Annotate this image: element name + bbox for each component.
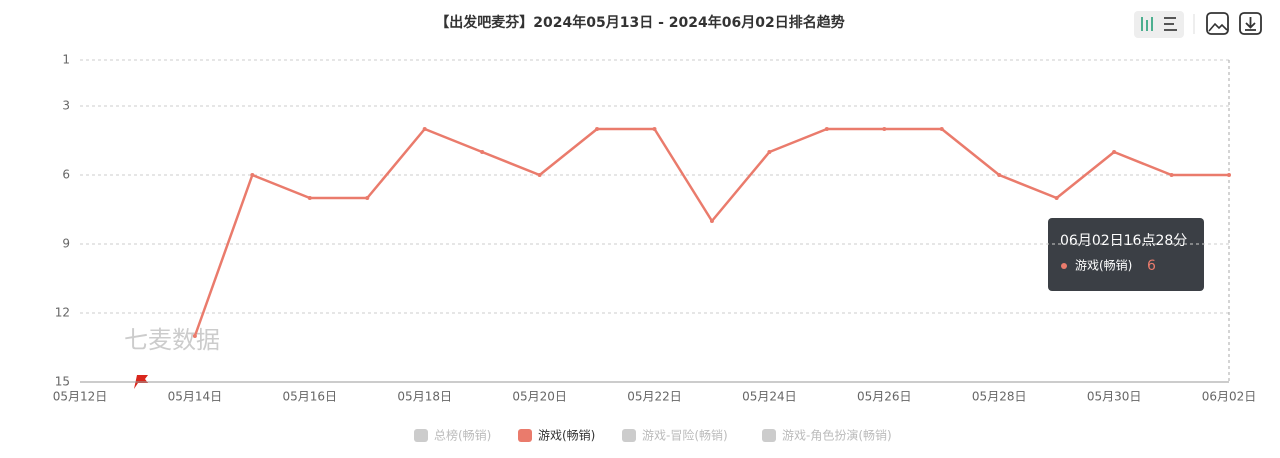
tooltip-series: 游戏(畅销) [1075,259,1132,273]
data-point [250,173,255,177]
image-icon[interactable] [1206,12,1229,35]
download-icon-detail [1245,17,1256,31]
data-point [365,196,370,200]
data-point [1169,173,1174,177]
x-tick-label: 05月28日 [972,390,1027,404]
image-icon-detail [1208,22,1228,32]
x-tick-label: 05月26日 [857,390,912,404]
toolbar[interactable] [1134,11,1262,38]
data-point [1227,173,1231,177]
chart-title: 【出发吧麦芬】2024年05月13日 - 2024年06月02日排名趋势 [435,14,844,31]
data-point [480,150,485,154]
legend-swatch[interactable] [414,429,428,442]
data-point [652,127,657,131]
tooltip-box [1048,218,1204,291]
y-tick-label: 12 [55,306,70,320]
y-tick-label: 3 [62,99,70,113]
data-point [824,127,829,131]
x-tick-label: 05月14日 [168,390,223,404]
x-tick-label: 05月12日 [53,390,108,404]
data-point [192,334,197,338]
bar-icon[interactable] [1141,17,1153,31]
list-icon[interactable] [1164,17,1177,31]
legend-label[interactable]: 游戏(畅销) [538,429,595,443]
x-tick-label: 05月18日 [397,390,452,404]
data-point [422,127,427,131]
data-point [595,127,600,131]
legend-label[interactable]: 总榜(畅销) [434,428,491,443]
data-point [997,173,1002,177]
tooltip-dot [1061,263,1067,269]
y-tick-label: 15 [55,375,70,389]
x-tick-label: 06月02日 [1202,390,1257,404]
data-point [939,127,944,131]
x-tick-label: 05月20日 [512,390,567,404]
tooltip-title: 06月02日16点28分 [1060,233,1187,249]
data-point [307,196,312,200]
y-tick-label: 9 [62,237,70,251]
y-tick-label: 1 [62,53,70,67]
download-icon[interactable] [1239,12,1262,35]
data-point [882,127,887,131]
x-tick-label: 05月30日 [1087,390,1142,404]
x-tick-label: 05月24日 [742,390,797,404]
legend-label[interactable]: 游戏-冒险(畅销) [642,428,728,443]
tooltip-value: 6 [1147,258,1156,274]
x-tick-label: 05月16日 [283,390,338,404]
y-tick-label: 6 [62,168,70,182]
legend-swatch[interactable] [762,429,776,442]
legend-label[interactable]: 游戏-角色扮演(畅销) [782,428,892,443]
data-point [709,219,714,223]
data-point [1112,150,1117,154]
data-point [537,173,542,177]
legend-swatch[interactable] [518,429,532,442]
watermark: 七麦数据 [124,326,220,354]
x-tick-label: 05月22日 [627,390,682,404]
legend-swatch[interactable] [622,429,636,442]
data-point [1054,196,1059,200]
data-point [767,150,772,154]
